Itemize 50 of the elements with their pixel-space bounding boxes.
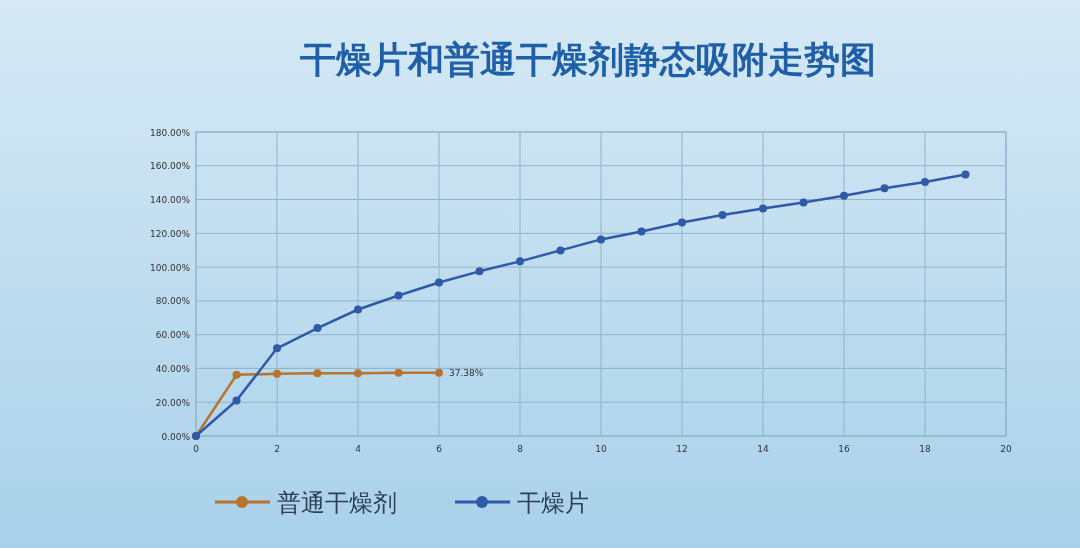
legend-label: 干燥片 [517,489,589,517]
point [394,291,403,300]
point [354,305,362,314]
point [354,369,362,378]
x-tick-label: 4 [355,444,362,454]
point [678,218,686,227]
point [718,211,727,220]
point [759,204,767,213]
point [475,267,484,276]
point [921,177,929,186]
y-tick-label: 160.00% [149,161,191,172]
point [880,184,889,193]
point [435,278,443,287]
y-tick-label: 80.00% [155,296,191,307]
point [313,369,322,378]
point [313,324,322,333]
x-tick-label: 18 [919,444,931,454]
y-tick-label: 60.00% [155,330,191,341]
x-tick-label: 0 [193,444,200,454]
x-tick-label: 12 [676,444,688,454]
x-tick-label: 10 [595,444,607,454]
point [597,235,605,244]
point [799,198,808,207]
x-tick-label: 16 [838,444,850,454]
point [435,368,443,377]
x-tick-label: 20 [1000,444,1012,454]
y-tick-label: 0.00% [161,431,191,442]
x-tick-label: 14 [757,444,769,454]
y-tick-label: 20.00% [155,397,191,408]
point [232,370,241,379]
point [394,368,403,377]
chart-title: 干燥片和普通干燥剂静态吸附走势图 [300,39,876,80]
x-tick-label: 2 [274,444,280,454]
y-tick-label: 140.00% [149,195,191,206]
y-tick-label: 100.00% [149,262,191,273]
y-tick-label: 180.00% [149,127,191,138]
y-tick-label: 40.00% [155,363,191,374]
x-tick-label: 6 [436,444,443,454]
x-tick-label: 8 [517,444,524,454]
point [961,170,970,179]
point [516,257,524,266]
point [637,227,646,236]
point [556,246,565,255]
legend-label: 普通干燥剂 [277,489,397,517]
data-label: 37.38% [449,368,484,379]
point [840,191,848,200]
y-tick-label: 120.00% [149,228,191,239]
point [273,344,281,353]
point [232,396,241,405]
point [273,369,281,378]
